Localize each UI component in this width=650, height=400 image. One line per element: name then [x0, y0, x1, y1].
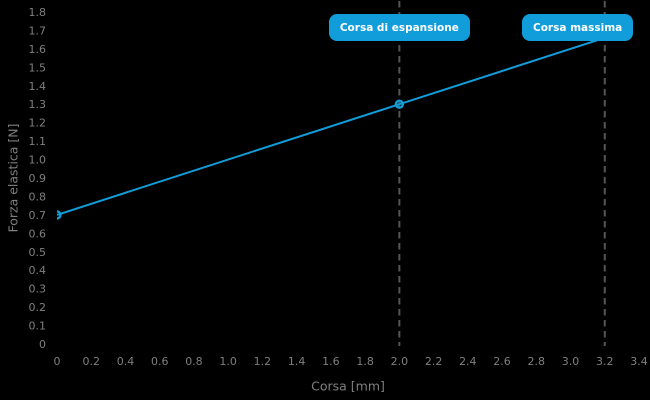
y-tick-label: 0.6 — [29, 227, 47, 240]
y-tick-label: 1.0 — [29, 154, 47, 167]
x-tick-label: 3.4 — [630, 355, 648, 368]
x-tick-label: 0.4 — [117, 355, 135, 368]
y-tick-label: 0.5 — [29, 246, 47, 259]
y-tick-label: 1.7 — [29, 24, 47, 37]
x-tick-label: 1.8 — [356, 355, 374, 368]
y-tick-label: 1.5 — [29, 61, 47, 74]
series-line-forza-elastica — [57, 36, 606, 216]
x-tick-label: 1.4 — [288, 355, 306, 368]
x-tick-label: 2.4 — [459, 355, 477, 368]
y-tick-label: 0 — [39, 338, 46, 351]
y-tick-label: 1.1 — [29, 135, 47, 148]
y-tick-label: 1.2 — [29, 117, 47, 130]
x-tick-label: 2.0 — [391, 355, 409, 368]
x-tick-label: 3.0 — [562, 355, 580, 368]
y-tick-label: 1.4 — [29, 80, 47, 93]
data-point-marker — [394, 99, 405, 109]
data-point-marker — [57, 210, 62, 220]
annotation-label: Corsa di espansione — [339, 21, 459, 34]
y-tick-label: 0.9 — [29, 172, 47, 185]
y-tick-label: 0.4 — [29, 264, 47, 277]
y-tick-label: 0.3 — [29, 283, 47, 296]
y-tick-label: 0.7 — [29, 209, 47, 222]
y-tick-label: 1.3 — [29, 98, 47, 111]
y-tick-label: 1.8 — [29, 6, 47, 19]
x-tick-label: 2.6 — [493, 355, 511, 368]
y-tick-label: 0.2 — [29, 301, 47, 314]
x-tick-label: 0.8 — [185, 355, 203, 368]
x-tick-label: 1.0 — [219, 355, 237, 368]
x-axis-title: Corsa [mm] — [311, 378, 385, 394]
x-tick-label: 3.2 — [596, 355, 614, 368]
x-tick-label: 2.2 — [425, 355, 443, 368]
x-tick-label: 0 — [54, 355, 61, 368]
x-tick-label: 2.8 — [528, 355, 546, 368]
y-tick-label: 0.8 — [29, 190, 47, 203]
x-tick-label: 0.2 — [82, 355, 100, 368]
annotation-corsa-di-espansione: Corsa di espansione — [328, 14, 470, 41]
y-tick-label: 0.1 — [29, 320, 47, 333]
x-tick-label: 1.6 — [322, 355, 340, 368]
annotation-label: Corsa massima — [533, 21, 623, 34]
y-axis-title: Forza elastica [N] — [5, 123, 21, 233]
y-tick-label: 1.6 — [29, 43, 47, 56]
annotation-corsa-massima: Corsa massima — [522, 14, 634, 41]
x-tick-label: 1.2 — [254, 355, 272, 368]
x-tick-label: 0.6 — [151, 355, 169, 368]
